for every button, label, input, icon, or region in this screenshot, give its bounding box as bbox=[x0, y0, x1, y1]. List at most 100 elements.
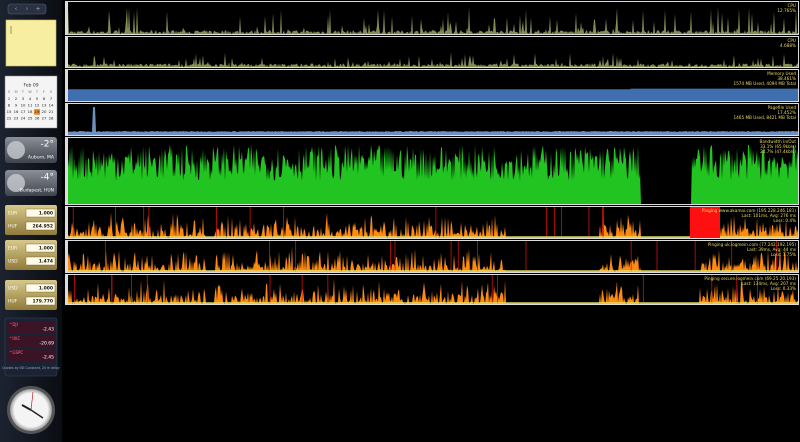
weekday: T bbox=[35, 90, 39, 94]
day: 17 bbox=[21, 109, 26, 114]
day: 28 bbox=[49, 116, 54, 121]
panel-stat: 24.7% (47.4kb/s) bbox=[760, 149, 796, 154]
panel-title: Pinging uk.logmein.com (77.242.192.195) bbox=[708, 242, 797, 247]
quote-row bbox=[7, 349, 55, 361]
day: 26 bbox=[35, 116, 40, 121]
panel-stat: 33.1% (65.9kb/s) bbox=[760, 144, 796, 149]
usage-graph bbox=[68, 212, 798, 238]
add-button[interactable]: + bbox=[35, 6, 40, 13]
panel-title: Pinging www.akamai.com (195.228.246.181) bbox=[702, 208, 796, 213]
day: 5 bbox=[36, 96, 39, 101]
day: 22 bbox=[7, 116, 12, 121]
quote-row bbox=[7, 335, 55, 347]
day: 18 bbox=[28, 109, 33, 114]
currency-converter[interactable]: EUR 1.000 HUF 264.952 bbox=[5, 205, 57, 235]
day: 23 bbox=[14, 116, 19, 121]
panel-title: Bandwidth In/Out bbox=[759, 139, 796, 144]
amount-box bbox=[25, 208, 56, 218]
currency-code: EUR bbox=[8, 211, 17, 217]
weekday: S bbox=[50, 90, 53, 94]
prev-button[interactable]: ‹ bbox=[15, 6, 17, 13]
quote-symbol: ^IXIC bbox=[9, 336, 20, 341]
weekday: S bbox=[8, 90, 11, 94]
currency-converter[interactable]: EUR 1.000 USD 1.474 bbox=[5, 240, 57, 270]
amount-box bbox=[25, 296, 56, 306]
moon-icon bbox=[7, 174, 25, 192]
quote-symbol: ^GSPC bbox=[9, 350, 23, 355]
day: 13 bbox=[42, 103, 47, 108]
currency-code: USD bbox=[8, 259, 18, 265]
currency-code: EUR bbox=[8, 246, 17, 252]
amount: 1.474 bbox=[39, 259, 53, 265]
weekday: T bbox=[21, 90, 25, 94]
sidebar-controls[interactable] bbox=[7, 3, 47, 15]
usage-graph bbox=[68, 107, 798, 135]
day: 24 bbox=[21, 116, 26, 121]
day: 14 bbox=[49, 103, 54, 108]
graph-panel: Pinging uk.logmein.com (77.242.192.195)L… bbox=[65, 240, 799, 273]
next-button[interactable]: › bbox=[26, 6, 28, 13]
currency-converter[interactable]: USD 1.000 HUF 179.770 bbox=[5, 280, 57, 310]
day: 4 bbox=[29, 96, 32, 101]
second-hand bbox=[30, 391, 34, 411]
day: 25 bbox=[28, 116, 33, 121]
weather-1[interactable]: -2° Auburn, MA bbox=[5, 137, 57, 163]
weekday: W bbox=[28, 90, 32, 94]
calendar-month: Feb 09 bbox=[23, 83, 38, 89]
baseline-bar bbox=[68, 236, 798, 238]
day: 19 bbox=[35, 109, 40, 114]
quote-symbol: ^DJI bbox=[9, 322, 18, 327]
weekday: M bbox=[14, 90, 17, 94]
amount-box bbox=[25, 243, 56, 253]
amount: 264.952 bbox=[33, 224, 54, 230]
panel-title: CPU bbox=[787, 3, 796, 8]
location: Budapest, HUN bbox=[20, 188, 54, 194]
day: 10 bbox=[21, 103, 26, 108]
graph-panel: Pinging www.akamai.com (195.228.246.181)… bbox=[65, 206, 799, 239]
panel-plot bbox=[68, 207, 798, 238]
clock bbox=[7, 386, 55, 434]
stocks-gadget[interactable]: ^DJI -2.43 ^IXIC -20.69 ^GSPC -2.45 Quotes by … bbox=[2, 317, 60, 377]
day: 6 bbox=[43, 96, 46, 101]
sticky-note[interactable] bbox=[5, 19, 57, 67]
day: 9 bbox=[15, 103, 18, 108]
panel-stat: Last: 101ms, Avg: 276 ms bbox=[742, 213, 796, 218]
day: 1 bbox=[8, 96, 11, 101]
panel-stat: Last: 39ms, Avg: 44 ms bbox=[747, 247, 796, 252]
quote-change: -2.45 bbox=[42, 355, 54, 361]
panel-stat: Loss: 0.33% bbox=[771, 286, 796, 291]
panel-title: Pagefile Used bbox=[768, 105, 797, 110]
panel-stat: 4.688% bbox=[780, 43, 796, 48]
usage-graph bbox=[68, 6, 798, 34]
temperature: -2° bbox=[41, 140, 54, 150]
currency-code: HUF bbox=[8, 224, 18, 230]
today-highlight bbox=[34, 109, 40, 115]
panel-plot bbox=[68, 37, 798, 67]
quote-footer: Quotes by ISE Constant, 20 m delay bbox=[2, 366, 60, 370]
panel-stat: Loss: 0.4% bbox=[773, 218, 796, 223]
day: 27 bbox=[42, 116, 47, 121]
panel-stat: 1574 MB Used, 4094 MB Total bbox=[733, 81, 796, 86]
day: 20 bbox=[42, 109, 47, 114]
panel-stat: 17.452% bbox=[777, 110, 796, 115]
currency-code: USD bbox=[8, 286, 18, 292]
baseline-bar bbox=[68, 270, 798, 272]
weather-2[interactable]: -4° Budapest, HUN bbox=[5, 170, 57, 196]
panel-title: CPU bbox=[787, 38, 796, 43]
panel-stat: 38.461% bbox=[777, 76, 796, 81]
temperature: -4° bbox=[41, 173, 54, 183]
panel-plot bbox=[68, 275, 798, 304]
loss-block bbox=[690, 207, 720, 238]
day: 3 bbox=[22, 96, 25, 101]
day: 21 bbox=[49, 109, 54, 114]
quote-row bbox=[7, 321, 55, 333]
day: 11 bbox=[28, 103, 33, 108]
day: 8 bbox=[8, 103, 11, 108]
